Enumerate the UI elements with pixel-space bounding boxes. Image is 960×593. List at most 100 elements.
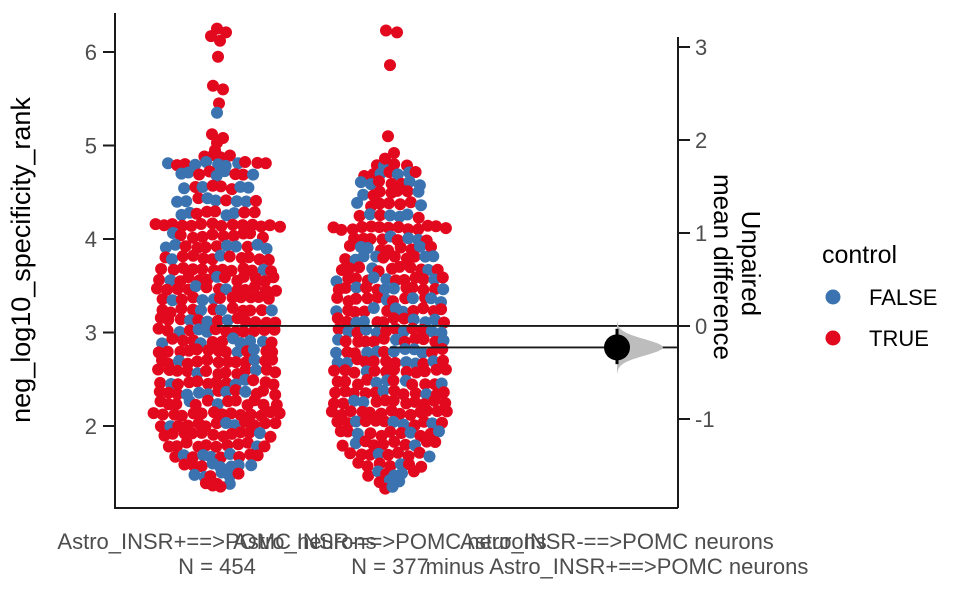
legend-dot-false-icon [825, 289, 841, 305]
data-point [391, 184, 404, 197]
data-point [382, 130, 394, 143]
data-point [237, 270, 250, 283]
data-point [182, 271, 195, 284]
data-point [413, 446, 426, 459]
data-point [239, 364, 252, 377]
data-point [379, 152, 391, 165]
data-point [348, 366, 361, 379]
data-point [407, 313, 420, 326]
data-point [393, 260, 406, 273]
data-point [367, 271, 380, 284]
data-point [437, 386, 450, 399]
data-point [359, 415, 372, 428]
data-point [415, 199, 427, 212]
data-point [364, 448, 377, 461]
data-point [253, 427, 266, 440]
data-point [373, 185, 386, 198]
data-point [197, 252, 210, 265]
y-tick-label: 2 [85, 414, 97, 439]
data-point [331, 415, 344, 428]
data-point [217, 230, 230, 243]
data-point [367, 355, 380, 368]
data-point [179, 240, 192, 253]
data-point [171, 283, 184, 295]
data-point [368, 364, 381, 377]
data-point [266, 353, 279, 366]
data-point [430, 220, 442, 233]
data-point [229, 356, 242, 369]
data-point [176, 219, 189, 232]
data-point [226, 301, 239, 314]
data-point [248, 206, 261, 219]
data-point [419, 378, 432, 391]
data-point [373, 175, 385, 188]
data-point [258, 324, 271, 336]
x-axis-labels: Astro_INSR+==>POMC neurons N = 454 Astro… [57, 529, 808, 579]
data-point [242, 181, 255, 194]
data-point [387, 312, 400, 325]
data-point [325, 405, 338, 418]
data-point [353, 261, 366, 274]
diff-tick-label: 0 [695, 314, 707, 339]
data-point [412, 223, 425, 236]
data-point [391, 168, 404, 181]
data-point [195, 218, 207, 230]
swarm-group-1 [147, 22, 286, 493]
data-point [251, 449, 264, 462]
data-point [393, 407, 406, 420]
data-point [152, 363, 165, 376]
data-point [248, 353, 261, 366]
data-point [387, 374, 400, 387]
data-point [213, 97, 225, 110]
data-point [199, 241, 212, 254]
data-point [384, 59, 396, 72]
data-point [392, 221, 405, 234]
data-point [244, 227, 257, 240]
data-point [171, 378, 184, 391]
data-point [166, 253, 178, 266]
data-point [195, 304, 207, 317]
data-point [350, 281, 363, 294]
data-point [201, 315, 214, 328]
data-point [262, 253, 275, 266]
data-point [195, 426, 208, 439]
legend-item-true: TRUE [825, 326, 929, 351]
data-point [361, 373, 374, 386]
legend-label-true: TRUE [869, 326, 929, 351]
data-point [214, 480, 227, 493]
data-point [387, 345, 400, 358]
data-point [380, 355, 393, 368]
data-point [229, 384, 242, 397]
data-point [245, 459, 258, 472]
data-point [153, 385, 166, 398]
data-point [227, 229, 240, 242]
data-point [349, 437, 362, 450]
data-point [370, 376, 383, 389]
data-point [252, 291, 265, 303]
legend: control FALSE TRUE [822, 241, 937, 351]
data-point [373, 197, 386, 210]
svg-text:Unpaired mean differen: Unpaired mean difference [708, 174, 766, 360]
data-point [404, 426, 417, 439]
data-point [431, 405, 444, 418]
data-point [346, 223, 359, 236]
data-point [435, 303, 448, 316]
data-point [387, 415, 400, 428]
data-point [175, 302, 188, 315]
data-point [151, 282, 163, 295]
data-point [214, 292, 226, 304]
data-point [226, 291, 239, 304]
data-point [176, 250, 189, 263]
data-point [196, 181, 209, 193]
data-point [247, 343, 260, 356]
data-point [392, 446, 404, 459]
data-point [404, 408, 417, 421]
data-point [230, 195, 243, 208]
data-point [196, 294, 209, 307]
data-point [156, 408, 169, 421]
data-point [170, 440, 183, 453]
data-point [398, 312, 411, 325]
diff-tick-label: 3 [695, 35, 707, 60]
data-point [426, 417, 439, 430]
data-point [207, 79, 219, 92]
